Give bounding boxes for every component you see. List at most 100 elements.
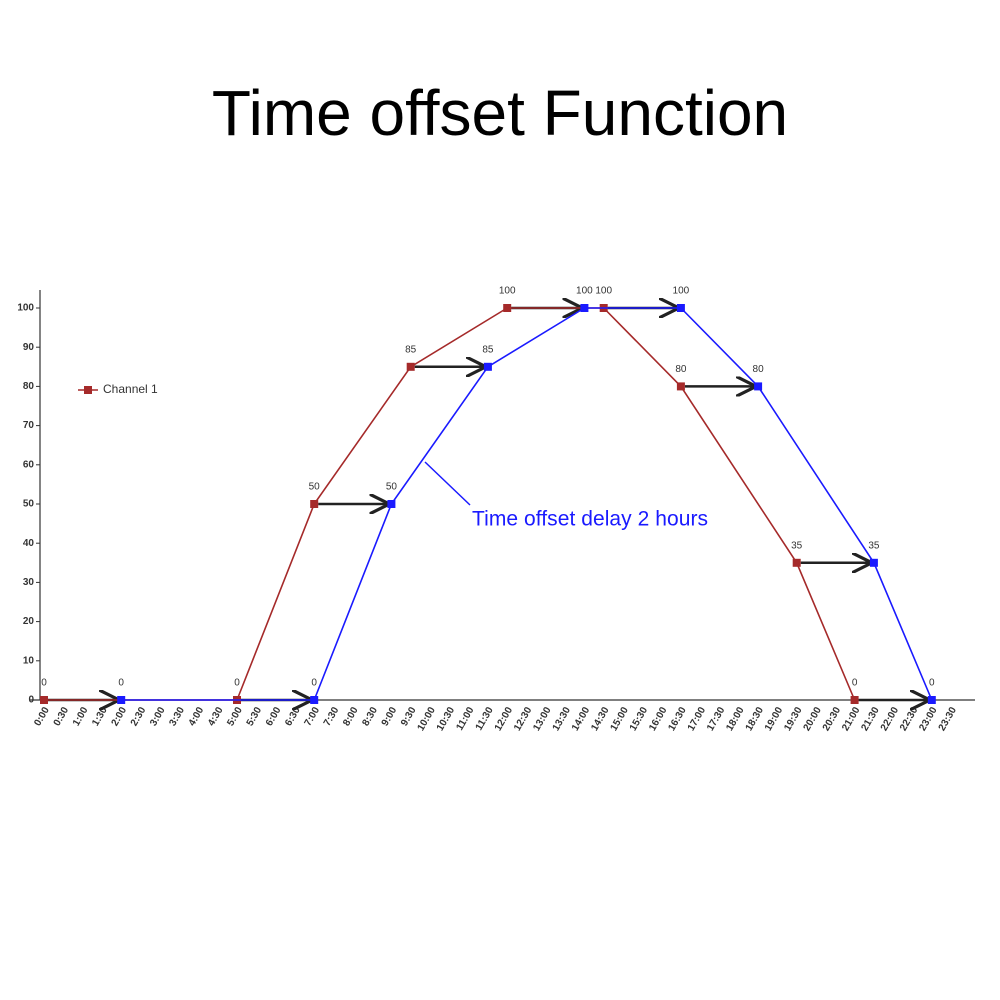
x-tick-label: 2:30 [129,705,149,728]
point [869,558,878,567]
x-tick-label: 5:30 [245,705,265,728]
x-tick-label: 23:00 [917,705,940,733]
x-tick-label: 17:30 [705,705,728,733]
point [927,696,936,704]
point [387,500,396,508]
x-tick-label: 18:30 [744,705,767,733]
data-label: 0 [852,678,858,689]
data-label: 35 [791,540,803,551]
y-tick-label: 20 [23,616,35,627]
x-tick-label: 0:30 [52,705,72,728]
x-tick-label: 13:30 [551,705,574,733]
y-tick-label: 90 [23,342,35,353]
point [792,558,801,567]
legend-label: Channel 1 [103,382,158,396]
x-tick-label: 13:00 [531,705,554,733]
data-label: 100 [673,286,690,297]
x-tick-label: 10:30 [435,705,458,733]
point [676,304,685,312]
annotation: Time offset delay 2 hours [472,508,708,531]
point [503,304,512,312]
data-label: 0 [41,678,47,689]
x-tick-label: 12:30 [512,705,535,733]
x-tick-label: 5:00 [225,705,245,728]
x-tick-label: 18:00 [724,705,747,733]
x-tick-label: 9:30 [399,705,419,728]
point [310,500,319,508]
point [406,362,415,371]
data-label: 0 [118,678,124,689]
y-tick-label: 30 [23,577,35,588]
x-tick-label: 1:00 [71,705,91,728]
x-tick-label: 7:30 [322,705,342,728]
data-label: 85 [405,344,417,355]
x-tick-label: 20:30 [821,705,844,733]
chart-title: Time offset Function [212,77,788,149]
x-tick-label: 15:00 [609,705,632,733]
x-tick-label: 3:30 [167,705,187,728]
x-tick-label: 6:00 [264,705,284,728]
x-tick-label: 6:30 [283,705,303,728]
x-tick-label: 1:30 [90,705,110,728]
x-tick-label: 7:00 [303,705,323,728]
x-tick-label: 16:00 [647,705,670,733]
y-tick-label: 0 [28,695,34,706]
x-tick-label: 23:30 [937,705,960,733]
x-tick-label: 16:30 [666,705,689,733]
point [850,696,859,704]
data-label: 0 [311,678,317,689]
x-tick-label: 8:00 [341,705,361,728]
x-tick-label: 8:30 [360,705,380,728]
x-tick-label: 14:30 [589,705,612,733]
data-label: 85 [482,344,494,355]
data-label: 100 [499,286,516,297]
x-tick-label: 12:00 [493,705,516,733]
data-label: 0 [234,678,240,689]
data-label: 100 [576,286,593,297]
x-tick-label: 22:30 [898,705,921,733]
x-tick-label: 20:00 [802,705,825,733]
y-tick-label: 100 [17,303,34,314]
data-label: 80 [675,364,687,375]
x-tick-label: 0:00 [32,705,52,728]
data-label: 50 [386,482,398,493]
point [676,382,685,391]
data-label: 50 [309,482,321,493]
series-line [121,307,933,701]
point [40,696,48,704]
x-tick-label: 15:30 [628,705,651,733]
data-label: 80 [753,364,765,375]
data-label: 100 [595,286,612,297]
x-tick-label: 10:00 [416,705,439,733]
y-tick-label: 40 [23,538,35,549]
point [117,696,126,704]
y-tick-label: 60 [23,459,35,470]
x-tick-label: 2:00 [110,705,130,728]
x-tick-label: 3:00 [148,705,168,728]
x-tick-label: 9:00 [380,705,400,728]
x-tick-label: 19:00 [763,705,786,733]
x-tick-label: 4:00 [187,705,207,728]
x-tick-label: 21:00 [840,705,863,733]
y-tick-label: 80 [23,381,35,392]
x-tick-label: 4:30 [206,705,226,728]
annotation-line [424,461,471,506]
x-tick-label: 14:00 [570,705,593,733]
x-tick-label: 21:30 [859,705,882,733]
point [483,362,492,371]
point [310,696,319,704]
data-label: 0 [929,678,935,689]
x-tick-label: 19:30 [782,705,805,733]
x-tick-label: 17:00 [686,705,709,733]
point [580,304,589,312]
legend-marker [84,386,92,394]
x-tick-label: 11:00 [454,705,476,733]
point [754,382,763,391]
y-tick-label: 50 [23,499,35,510]
y-tick-label: 70 [23,420,35,431]
data-label: 35 [868,540,880,551]
x-tick-label: 22:00 [879,705,902,733]
y-tick-label: 10 [23,655,35,666]
